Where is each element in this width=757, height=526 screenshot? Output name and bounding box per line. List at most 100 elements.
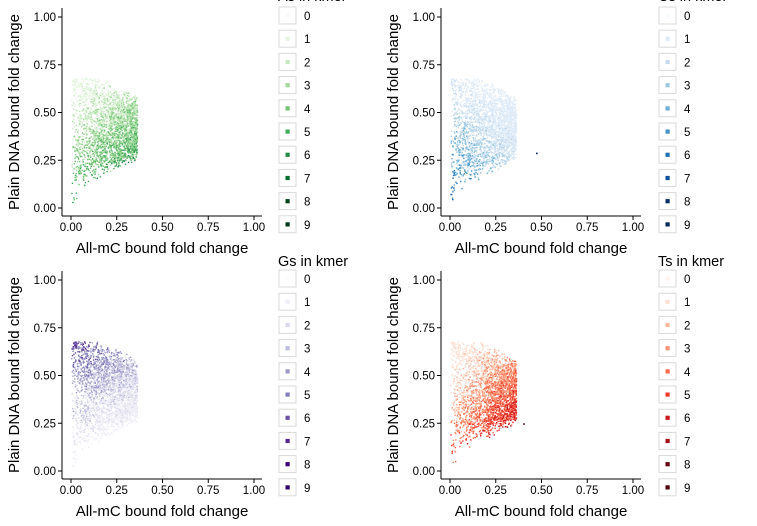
data-point xyxy=(117,106,119,108)
data-point xyxy=(130,119,132,121)
data-point xyxy=(452,98,454,101)
data-point xyxy=(509,120,511,123)
data-point xyxy=(92,119,95,122)
data-point xyxy=(128,152,130,154)
data-point xyxy=(458,115,461,117)
data-point xyxy=(470,94,472,96)
data-point xyxy=(499,116,501,118)
data-point xyxy=(476,84,478,86)
data-point xyxy=(123,91,125,93)
data-point xyxy=(135,99,137,101)
data-point xyxy=(125,123,128,125)
data-point xyxy=(96,84,99,87)
data-point xyxy=(469,89,471,92)
data-point xyxy=(492,119,494,121)
data-point xyxy=(117,101,119,103)
data-point xyxy=(508,126,510,128)
data-point xyxy=(102,155,104,157)
data-point xyxy=(502,154,504,157)
data-point xyxy=(491,102,493,105)
data-point xyxy=(470,90,473,92)
data-point xyxy=(73,126,76,128)
data-point xyxy=(127,125,129,127)
data-point xyxy=(98,122,100,125)
data-point xyxy=(498,127,501,129)
data-point xyxy=(459,136,462,139)
data-point xyxy=(513,137,515,139)
data-point xyxy=(501,161,504,163)
data-point xyxy=(510,153,513,155)
data-point xyxy=(106,120,108,123)
data-point xyxy=(460,106,463,108)
data-point xyxy=(486,88,488,90)
data-point xyxy=(119,96,121,98)
data-point xyxy=(511,150,513,152)
data-point xyxy=(466,98,468,100)
x-tick-label: 0.50 xyxy=(151,222,173,234)
data-point xyxy=(71,115,73,118)
data-point xyxy=(504,139,507,142)
data-point xyxy=(475,151,478,153)
data-point xyxy=(118,104,120,106)
legend-label: 2 xyxy=(304,57,310,69)
data-point xyxy=(101,152,103,154)
data-point xyxy=(72,172,75,174)
data-point xyxy=(487,89,489,91)
data-point xyxy=(105,155,108,157)
data-point xyxy=(110,139,113,142)
data-point xyxy=(110,98,112,101)
data-point xyxy=(506,115,508,117)
data-point xyxy=(507,143,509,146)
data-point xyxy=(118,96,120,98)
data-point xyxy=(500,155,502,158)
data-point xyxy=(493,95,495,98)
data-point xyxy=(110,130,112,132)
data-point xyxy=(493,129,495,131)
data-point xyxy=(136,151,138,154)
data-point xyxy=(491,127,493,129)
data-point xyxy=(498,133,500,135)
data-point xyxy=(127,151,129,153)
data-point xyxy=(105,137,107,140)
data-point xyxy=(500,101,502,103)
data-point xyxy=(131,146,133,148)
data-point xyxy=(477,133,480,135)
data-point xyxy=(81,83,84,85)
data-point xyxy=(133,135,135,138)
data-point xyxy=(465,83,467,86)
data-point xyxy=(456,124,458,126)
data-point xyxy=(88,79,90,82)
data-point xyxy=(114,141,116,144)
data-point xyxy=(470,147,472,149)
data-point xyxy=(502,120,504,122)
data-point xyxy=(109,154,112,156)
data-point xyxy=(128,150,131,153)
data-point xyxy=(121,124,124,127)
data-point xyxy=(494,121,497,123)
data-point xyxy=(82,151,84,153)
data-point xyxy=(119,145,121,147)
data-point xyxy=(98,135,100,138)
data-point xyxy=(452,177,454,179)
data-point xyxy=(109,139,112,141)
data-point xyxy=(76,155,78,158)
data-point xyxy=(506,117,509,119)
data-point xyxy=(477,115,479,117)
data-point xyxy=(490,110,492,113)
data-point xyxy=(109,124,111,126)
data-point xyxy=(490,107,492,110)
data-point xyxy=(110,112,113,114)
data-point xyxy=(467,100,470,102)
data-point xyxy=(132,107,134,110)
data-point xyxy=(113,141,116,143)
data-point xyxy=(111,150,113,152)
data-point xyxy=(474,165,476,167)
data-point xyxy=(127,139,129,141)
data-point xyxy=(462,155,464,157)
data-point xyxy=(132,113,134,115)
data-point xyxy=(81,141,84,143)
data-point xyxy=(481,142,483,144)
data-point xyxy=(462,144,464,147)
data-point xyxy=(117,157,119,159)
data-point xyxy=(113,146,115,148)
